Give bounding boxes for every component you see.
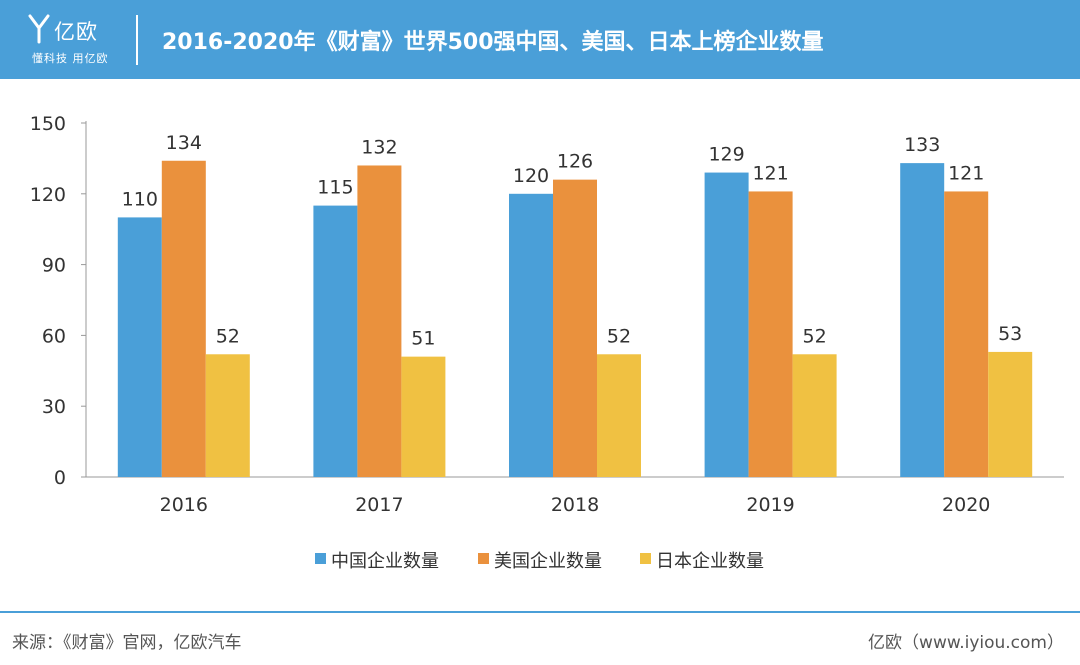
legend-swatch-2 [640, 553, 651, 564]
bar-2016-2 [205, 354, 250, 477]
bar-2019-1 [748, 191, 793, 477]
data-label: 110 [122, 188, 158, 210]
logo-y-icon [28, 14, 50, 44]
data-label: 126 [557, 151, 593, 173]
bar-2020-0 [900, 163, 945, 477]
data-label: 129 [708, 144, 744, 166]
data-label: 52 [803, 325, 827, 347]
y-tick-label: 90 [42, 255, 66, 277]
bar-2018-0 [509, 193, 553, 478]
bar-2016-0 [117, 217, 162, 477]
data-label: 121 [752, 162, 788, 184]
bar-2019-2 [792, 354, 837, 477]
y-tick-label: 30 [42, 396, 66, 418]
data-label: 134 [166, 132, 202, 154]
header-divider [136, 15, 138, 65]
legend-swatch-0 [315, 553, 326, 564]
y-tick-label: 120 [30, 184, 66, 206]
brand-logo: 亿欧 懂科技 用亿欧 [28, 12, 118, 68]
footer-divider [0, 611, 1080, 613]
bar-2018-1 [553, 179, 597, 477]
header-banner: 亿欧 懂科技 用亿欧 2016-2020年《财富》世界500强中国、美国、日本上… [0, 0, 1080, 79]
data-label: 120 [513, 165, 549, 187]
logo-text: 亿欧 [54, 20, 98, 44]
data-label: 132 [361, 136, 397, 158]
bar-2020-1 [944, 191, 989, 477]
logo-tagline: 懂科技 用亿欧 [32, 52, 109, 65]
data-label: 115 [317, 177, 353, 199]
data-label: 121 [948, 162, 984, 184]
x-tick-label: 2019 [746, 494, 794, 516]
bar-2018-2 [597, 354, 641, 477]
x-tick-label: 2017 [355, 494, 403, 516]
legend-swatch-1 [478, 553, 489, 564]
bar-2020-2 [988, 351, 1033, 477]
source-note: 来源：《财富》官网，亿欧汽车 [12, 633, 242, 653]
data-label: 51 [411, 328, 435, 350]
credit-note: 亿欧（www.iyiou.com） [868, 633, 1064, 653]
page-title: 2016-2020年《财富》世界500强中国、美国、日本上榜企业数量 [162, 30, 824, 55]
data-label: 52 [216, 325, 240, 347]
data-label: 52 [607, 325, 631, 347]
legend-label: 美国企业数量 [494, 551, 602, 572]
legend-label: 日本企业数量 [656, 551, 764, 572]
x-tick-label: 2020 [942, 494, 990, 516]
bar-chart: 0 30 60 90 120 150 110 134 52 2016 115 132 51 2017 120… [30, 113, 1064, 572]
data-label: 133 [904, 134, 940, 156]
y-tick-label: 60 [42, 325, 66, 347]
bar-2016-1 [161, 160, 206, 477]
y-tick-label: 150 [30, 113, 66, 135]
bar-2017-2 [401, 356, 446, 477]
x-tick-label: 2016 [160, 494, 208, 516]
legend-label: 中国企业数量 [331, 551, 439, 572]
bar-2017-0 [313, 205, 358, 477]
bar-2019-0 [704, 172, 749, 477]
y-tick-label: 0 [54, 467, 66, 489]
data-label: 53 [998, 323, 1022, 345]
x-tick-label: 2018 [551, 494, 599, 516]
bar-2017-1 [357, 165, 402, 478]
